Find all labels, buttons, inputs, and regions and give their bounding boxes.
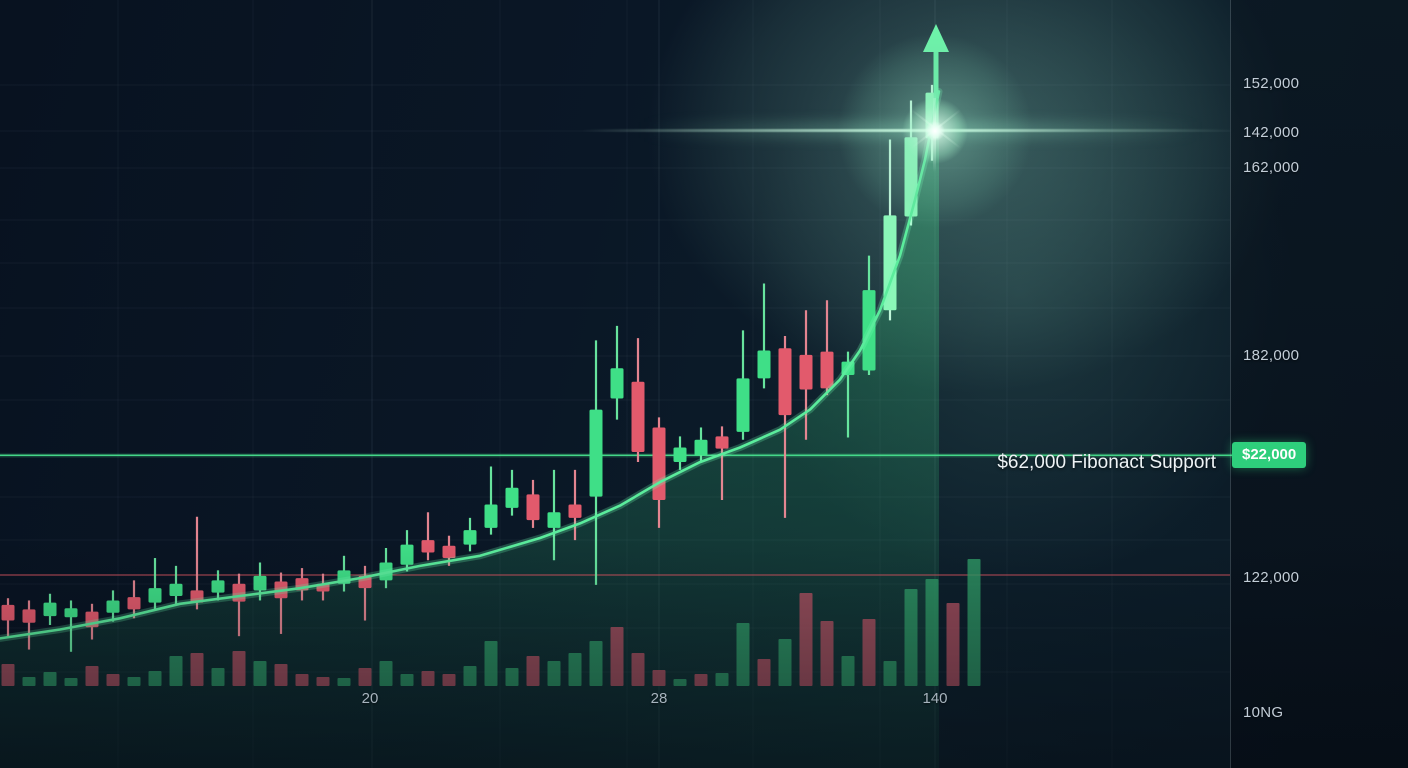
x-axis-label: 28 bbox=[650, 690, 668, 707]
price-axis-panel bbox=[1230, 0, 1408, 768]
x-axis-label: 20 bbox=[361, 690, 379, 707]
price-tag: $22,000 bbox=[1232, 442, 1307, 468]
y-axis-label: 10NG bbox=[1243, 704, 1284, 721]
y-axis-label: 182,000 bbox=[1243, 347, 1300, 364]
x-axis-label: 140 bbox=[922, 690, 948, 707]
y-axis-label: 162,000 bbox=[1243, 159, 1300, 176]
y-axis-label: 152,000 bbox=[1243, 75, 1300, 92]
y-axis-label: 142,000 bbox=[1243, 124, 1300, 141]
support-annotation: $62,000 Fibonact Support bbox=[997, 452, 1216, 473]
axis-separator-line bbox=[1230, 0, 1231, 768]
y-axis-label: 122,000 bbox=[1243, 569, 1300, 586]
